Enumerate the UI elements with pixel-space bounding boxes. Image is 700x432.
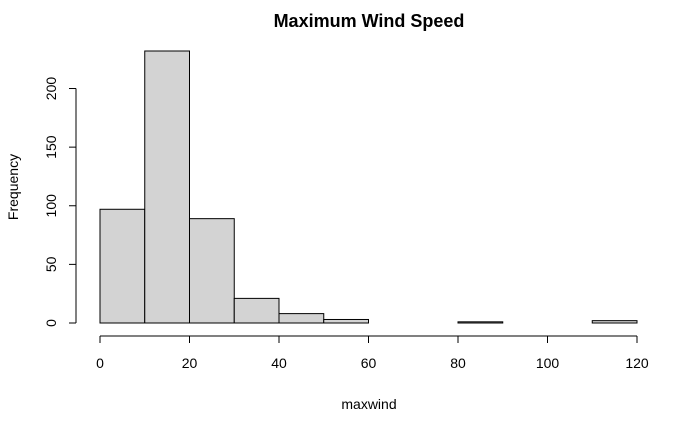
x-tick-label: 20 xyxy=(182,355,198,371)
histogram-bar xyxy=(591,320,638,324)
y-tick-label: 0 xyxy=(43,319,59,327)
x-tick-label: 100 xyxy=(536,355,560,371)
x-tick-label: 0 xyxy=(96,355,104,371)
x-tick-label: 40 xyxy=(271,355,287,371)
x-axis-label: maxwind xyxy=(341,396,396,412)
x-tick-label: 60 xyxy=(361,355,377,371)
x-tick-label: 80 xyxy=(450,355,466,371)
x-axis: 0 20 40 60 80 100 120 xyxy=(96,335,649,371)
histogram-bar xyxy=(457,321,504,324)
y-tick-label: 150 xyxy=(43,135,59,159)
y-tick-label: 50 xyxy=(43,256,59,272)
histogram-bar xyxy=(99,208,146,324)
histogram-bar xyxy=(323,318,369,324)
y-axis: 0 50 100 150 200 xyxy=(43,77,77,327)
y-tick-label: 100 xyxy=(43,194,59,218)
y-axis-label: Frequency xyxy=(5,154,21,220)
histogram-bar xyxy=(278,313,325,324)
bars-group xyxy=(99,50,638,324)
histogram-bar xyxy=(233,297,280,324)
y-tick-label: 200 xyxy=(43,77,59,101)
histogram-bar xyxy=(189,218,235,324)
chart-title: Maximum Wind Speed xyxy=(274,11,465,31)
x-tick-label: 120 xyxy=(625,355,649,371)
histogram-bar xyxy=(144,50,190,324)
